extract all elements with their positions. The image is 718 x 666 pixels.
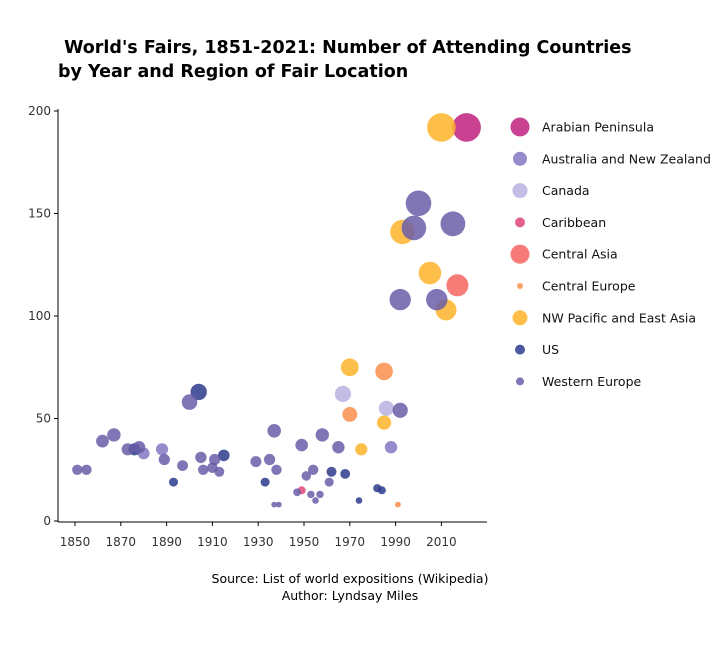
point-arabian-peninsula [452,113,481,142]
point-western-europe [440,211,466,237]
legend-marker-arabian-peninsula [510,117,530,137]
legend-label-caribbean: Caribbean [542,215,606,230]
x-tick-label: 1870 [106,535,137,549]
point-western-europe [177,460,189,471]
point-western-europe [312,497,319,504]
point-western-europe [195,451,207,464]
point-us [377,486,386,495]
point-western-europe [293,488,301,497]
legend-marker-western-europe [516,377,524,386]
point-western-europe [107,428,121,442]
point-western-europe [389,288,411,311]
point-western-europe [198,464,209,475]
point-nw-pacific-and-east-asia [418,261,442,285]
point-central-europe [395,501,401,508]
point-western-europe [271,464,282,475]
point-central-europe [342,407,358,422]
point-western-europe [307,490,315,499]
legend-label-canada: Canada [542,183,590,198]
legend-marker-australia-and-new-zealand [513,151,527,166]
x-tick-label: 1890 [151,535,182,549]
author-note: Author: Lyndsay Miles [281,588,419,603]
x-tick-label: 1850 [60,535,91,549]
point-western-europe [295,438,309,452]
point-western-europe [132,441,146,454]
legend-label-western-europe: Western Europe [542,374,642,389]
point-central-europe [375,362,393,381]
point-us [355,497,363,504]
legend-marker-nw-pacific-and-east-asia [512,310,528,326]
point-australia-and-new-zealand [155,443,169,456]
legend-marker-us [515,344,525,355]
point-western-europe [81,464,92,475]
point-us [260,477,270,487]
point-canada [334,385,351,402]
point-western-europe [315,428,329,442]
point-western-europe [209,453,221,466]
point-western-europe [271,501,278,508]
point-us [190,383,207,401]
chart-title: World's Fairs, 1851-2021: Number of Atte… [58,38,632,82]
legend-label-us: US [542,342,559,357]
point-nw-pacific-and-east-asia [377,415,392,430]
point-western-europe [405,190,432,217]
point-nw-pacific-and-east-asia [355,443,368,456]
point-western-europe [308,464,319,475]
chart-axes: 0 50 100 150 200 1850 1870 1890 1910 1930 1950 1970… [28,104,487,549]
data-points [72,113,481,508]
point-western-europe [275,501,282,508]
legend-marker-caribbean [515,217,525,228]
point-western-europe [250,456,262,468]
x-tick-label: 1990 [380,535,411,549]
chart-caption: Source: List of world expositions (Wikip… [150,570,550,604]
legend-label-central-europe: Central Europe [542,279,636,294]
y-tick-label: 50 [36,412,51,426]
y-tick-label: 100 [28,309,51,323]
y-tick-label: 0 [43,514,51,528]
point-western-europe [324,477,334,487]
point-western-europe [214,466,225,477]
point-western-europe [426,288,448,311]
legend-label-nw-pacific-and-east-asia: NW Pacific and East Asia [542,310,696,325]
source-note: Source: List of world expositions (Wikip… [211,571,489,586]
legend-marker-central-asia [510,244,530,264]
x-tick-label: 1910 [197,535,228,549]
point-us [326,466,337,477]
legend-label-central-asia: Central Asia [542,247,618,262]
point-western-europe [264,453,276,466]
x-tick-label: 1950 [289,535,320,549]
point-western-europe [121,443,134,456]
x-tick-label: 1970 [335,535,366,549]
y-tick-label: 150 [28,207,51,221]
y-tick-label: 200 [28,104,51,118]
point-western-europe [392,402,408,418]
point-canada [378,400,394,416]
legend-label-arabian-peninsula: Arabian Peninsula [542,120,654,135]
point-western-europe [301,471,312,481]
point-western-europe [401,215,427,241]
chart-legend: Arabian Peninsula Australia and New Zeala… [510,117,711,389]
point-western-europe [332,441,345,454]
point-us [218,449,230,462]
x-tick-label: 1930 [243,535,274,549]
point-western-europe [158,453,170,466]
legend-marker-canada [512,183,528,199]
point-western-europe [267,424,282,438]
legend-marker-central-europe [517,283,523,289]
point-us [169,477,178,487]
point-australia-and-new-zealand [384,441,398,454]
point-western-europe [72,464,83,475]
legend-label-australia-and-new-zealand: Australia and New Zealand [542,151,711,166]
point-us [340,469,351,479]
point-western-europe [181,394,198,410]
x-tick-label: 2010 [426,535,457,549]
point-nw-pacific-and-east-asia [427,113,456,142]
point-nw-pacific-and-east-asia [340,358,359,377]
point-central-asia [446,274,469,297]
point-western-europe [96,434,109,448]
point-western-europe [316,490,324,499]
